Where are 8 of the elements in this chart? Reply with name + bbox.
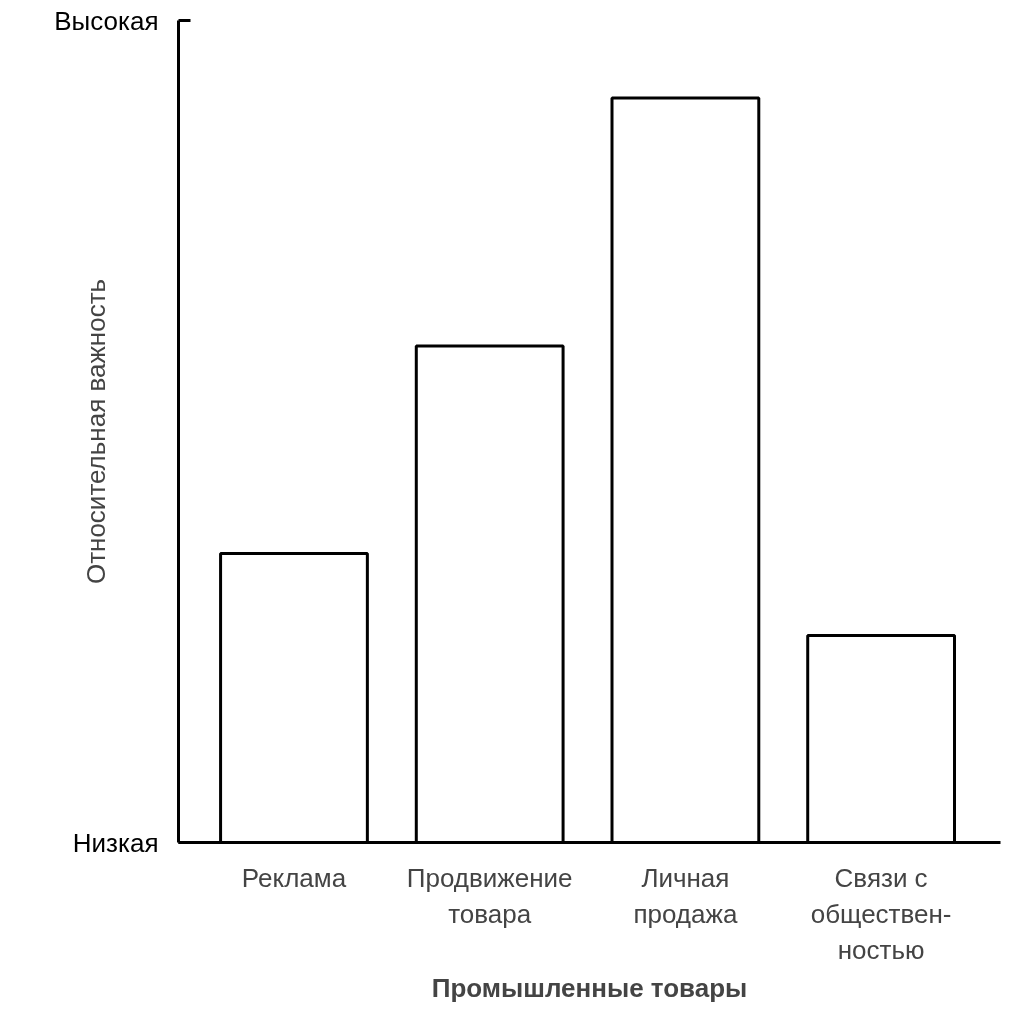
text: Высокая [54,5,159,36]
x-tick-label: Личная продажа [633,862,738,929]
x-axis-title: Промышленные товары [431,972,748,1003]
x-tick-label: Связи с обществен- ностью [810,862,952,965]
x-tick-label: Продвижение товара [406,862,573,929]
x-tick-label: Реклама [241,862,347,893]
text: Низкая [72,827,159,858]
y-axis-title: Относительная важность [81,278,112,585]
